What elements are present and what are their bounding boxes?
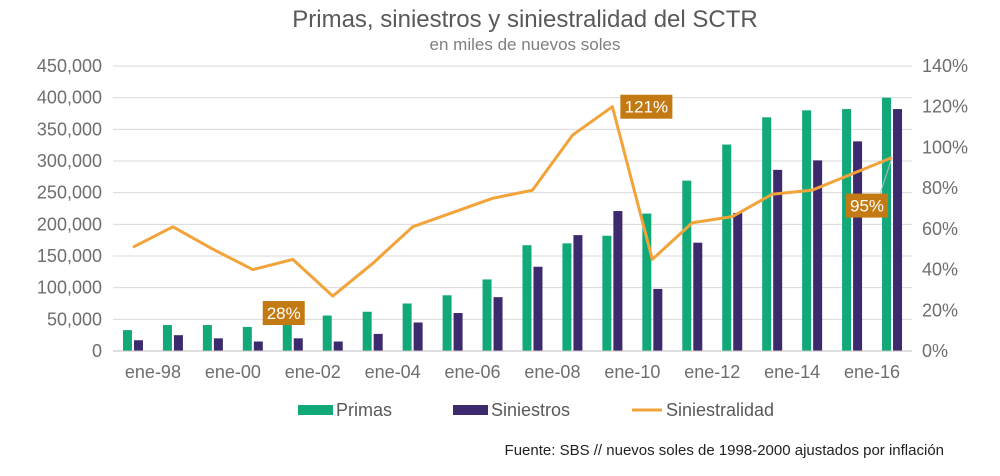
siniestros-bar bbox=[413, 322, 423, 351]
legend-label: Siniestros bbox=[491, 400, 570, 420]
x-tick-label: ene-08 bbox=[524, 362, 580, 382]
siniestros-bar bbox=[173, 335, 183, 351]
y-left-tick-label: 250,000 bbox=[37, 183, 102, 203]
siniestros-bar bbox=[133, 340, 143, 351]
legend-swatch bbox=[453, 405, 488, 415]
x-tick-label: ene-00 bbox=[205, 362, 261, 382]
siniestros-bar bbox=[213, 338, 223, 351]
primas-bar bbox=[562, 243, 572, 351]
y-left-tick-label: 350,000 bbox=[37, 119, 102, 139]
gridlines bbox=[113, 65, 912, 352]
legend-label: Primas bbox=[336, 400, 392, 420]
legend-swatch bbox=[298, 405, 333, 415]
primas-bar bbox=[282, 322, 292, 351]
siniestros-bar bbox=[253, 341, 263, 351]
x-tick-label: ene-16 bbox=[844, 362, 900, 382]
y-left-tick-label: 50,000 bbox=[47, 309, 102, 329]
x-tick-label: ene-04 bbox=[365, 362, 421, 382]
siniestros-bar bbox=[573, 235, 583, 351]
primas-bar bbox=[842, 109, 852, 351]
callout-label: 28% bbox=[267, 304, 301, 323]
y-left-tick-label: 450,000 bbox=[37, 56, 102, 76]
primas-bar bbox=[122, 330, 132, 351]
siniestros-bar bbox=[613, 211, 623, 351]
source-note: Fuente: SBS // nuevos soles de 1998-2000… bbox=[505, 442, 944, 459]
x-tick-label: ene-12 bbox=[684, 362, 740, 382]
primas-bar bbox=[802, 110, 812, 351]
siniestros-bar bbox=[773, 169, 783, 351]
x-tick-label: ene-10 bbox=[604, 362, 660, 382]
siniestros-bar bbox=[293, 338, 303, 351]
callout-box bbox=[620, 94, 673, 119]
callout-label: 95% bbox=[850, 197, 884, 216]
chart-subtitle: en miles de nuevos soles bbox=[430, 35, 621, 54]
x-tick-label: ene-14 bbox=[764, 362, 820, 382]
primas-bar bbox=[162, 325, 172, 351]
y-right-tick-label: 20% bbox=[922, 300, 958, 320]
callouts: 28% 121% 95% bbox=[262, 94, 893, 326]
primas-bar bbox=[202, 325, 212, 351]
siniestros-bar bbox=[693, 242, 703, 351]
siniestros-bar bbox=[653, 288, 663, 351]
y-left-tick-label: 0 bbox=[92, 341, 102, 361]
siniestros-bar bbox=[453, 313, 463, 351]
y-right-tick-label: 140% bbox=[922, 56, 968, 76]
x-tick-label: ene-02 bbox=[285, 362, 341, 382]
siniestros-bar bbox=[813, 160, 823, 351]
axes: 0 50,000 100,000 150,000 200,000 250,000 300,0… bbox=[37, 56, 968, 382]
y-left-tick-label: 300,000 bbox=[37, 151, 102, 171]
siniestralidad-line-group bbox=[132, 105, 893, 298]
primas-bar bbox=[522, 245, 532, 351]
primas-bar bbox=[402, 303, 412, 351]
y-left-tick-label: 150,000 bbox=[37, 246, 102, 266]
siniestros-bar bbox=[533, 266, 543, 351]
y-right-tick-label: 100% bbox=[922, 137, 968, 157]
callout-box bbox=[262, 301, 305, 326]
primas-bar bbox=[242, 326, 252, 351]
primas-bar bbox=[602, 235, 612, 351]
siniestros-bar bbox=[733, 212, 743, 351]
legend-label: Siniestralidad bbox=[666, 400, 774, 420]
callout-label: 121% bbox=[625, 98, 668, 117]
siniestros-bar bbox=[853, 141, 863, 351]
callout-leader bbox=[879, 157, 893, 194]
primas-bar bbox=[642, 213, 652, 351]
primas-bar bbox=[762, 117, 772, 351]
siniestros-bar bbox=[493, 297, 503, 351]
legend: Primas Siniestros Siniestralidad bbox=[298, 400, 774, 420]
siniestros-bar bbox=[893, 109, 903, 351]
primas-bar bbox=[322, 315, 332, 351]
primas-bar bbox=[362, 311, 372, 351]
siniestros-bar bbox=[333, 341, 343, 351]
siniestros-bar bbox=[373, 333, 383, 351]
x-tick-label: ene-98 bbox=[125, 362, 181, 382]
chart-title: Primas, siniestros y siniestralidad del … bbox=[292, 6, 757, 33]
y-right-tick-label: 80% bbox=[922, 178, 958, 198]
y-right-tick-label: 0% bbox=[922, 341, 948, 361]
y-right-tick-label: 60% bbox=[922, 219, 958, 239]
bars bbox=[122, 97, 903, 352]
y-left-tick-label: 100,000 bbox=[37, 278, 102, 298]
y-left-tick-label: 400,000 bbox=[37, 88, 102, 108]
primas-bar bbox=[442, 295, 452, 351]
y-left-tick-label: 200,000 bbox=[37, 214, 102, 234]
y-right-tick-label: 120% bbox=[922, 97, 968, 117]
callout-box bbox=[846, 193, 889, 218]
primas-bar bbox=[682, 180, 692, 351]
x-tick-label: ene-06 bbox=[445, 362, 501, 382]
primas-bar bbox=[482, 279, 492, 351]
primas-bar bbox=[722, 144, 732, 351]
y-right-tick-label: 40% bbox=[922, 260, 958, 280]
siniestralidad-line bbox=[132, 105, 893, 298]
primas-bar bbox=[882, 97, 892, 352]
